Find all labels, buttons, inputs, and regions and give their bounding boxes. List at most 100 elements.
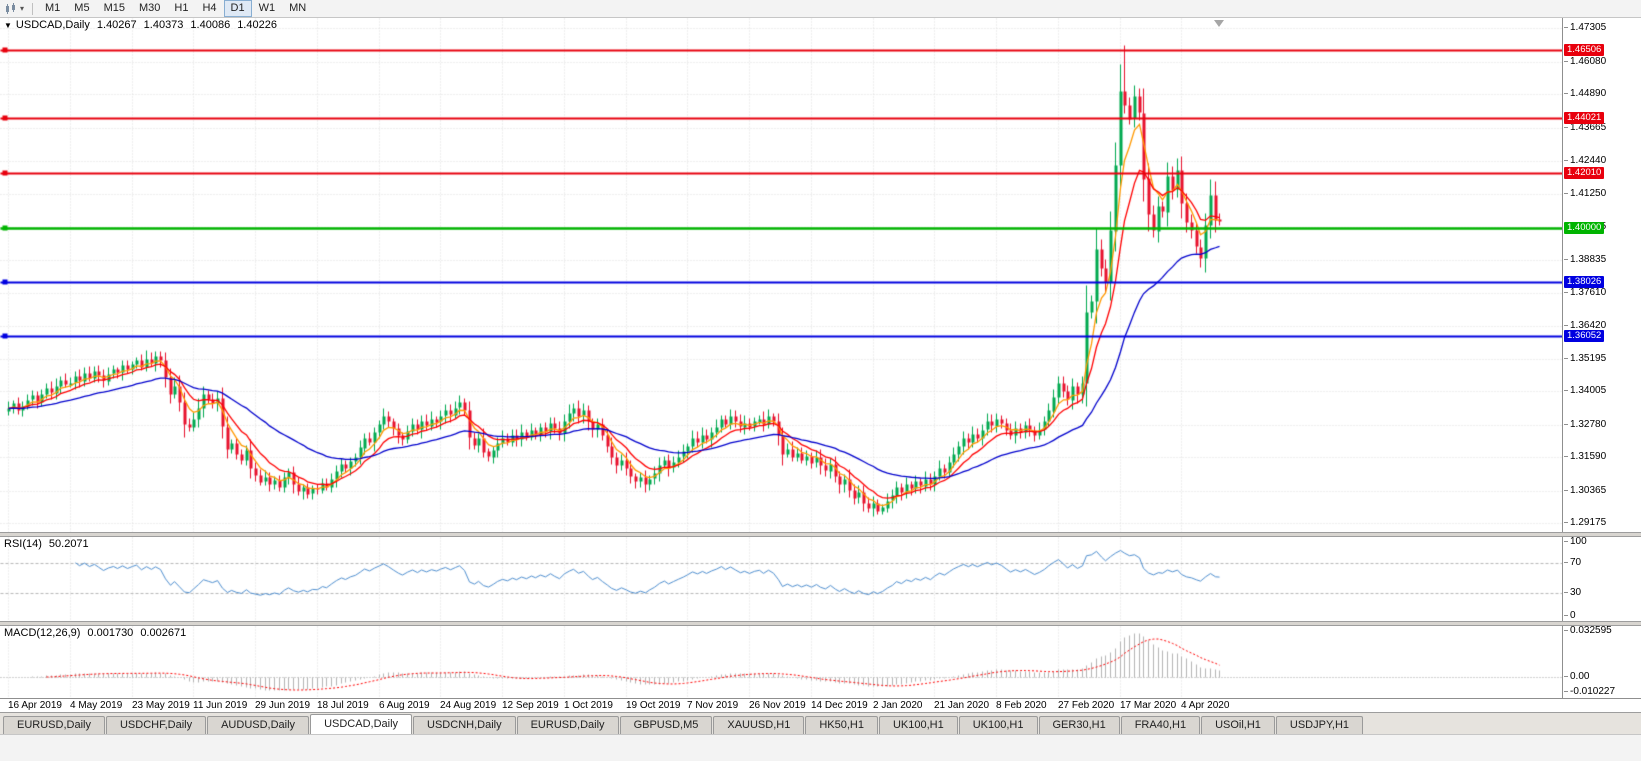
macd-canvas[interactable] bbox=[0, 626, 1562, 698]
price-tick-label: 1.29175 bbox=[1563, 518, 1606, 528]
time-axis-label: 16 Apr 2019 bbox=[8, 700, 62, 711]
chart-tab[interactable]: FRA40,H1 bbox=[1120, 716, 1201, 734]
rsi-pane: RSI(14) 50.2071 100 70 30 0 bbox=[0, 537, 1641, 621]
rsi-value: 50.2071 bbox=[48, 538, 89, 550]
macd-pane: MACD(12,26,9) 0.001730 0.002671 0.032595 0.… bbox=[0, 626, 1641, 698]
pane-splitter[interactable] bbox=[0, 621, 1641, 626]
toolbar-separator bbox=[32, 2, 34, 15]
chart-tab[interactable]: GBPUSD,M5 bbox=[619, 716, 713, 734]
dropdown-caret-icon[interactable]: ▾ bbox=[20, 4, 25, 13]
time-axis-label: 11 Jun 2019 bbox=[193, 700, 248, 711]
price-tick-label: 1.47305 bbox=[1563, 23, 1606, 33]
price-line-badge: 1.42010 bbox=[1564, 166, 1605, 179]
price-tick-label: 1.32780 bbox=[1563, 419, 1606, 430]
price-line-badge: 1.46506 bbox=[1564, 44, 1605, 57]
price-chart-canvas[interactable] bbox=[0, 18, 1562, 532]
chart-tab[interactable]: UK100,H1 bbox=[878, 716, 958, 734]
time-axis-label: 23 May 2019 bbox=[132, 700, 190, 711]
timeframe-button-H4[interactable]: H4 bbox=[202, 2, 217, 14]
price-tick-label: 1.37610 bbox=[1563, 288, 1606, 298]
macd-name: MACD(12,26,9) bbox=[4, 627, 81, 639]
rsi-axis[interactable]: 100 70 30 0 bbox=[1562, 537, 1641, 621]
rsi-level-label: 30 bbox=[1563, 588, 1581, 598]
chart-tab[interactable]: HK50,H1 bbox=[805, 716, 878, 734]
time-axis-label: 4 May 2019 bbox=[70, 700, 123, 711]
time-axis-label: 17 Mar 2020 bbox=[1120, 700, 1177, 711]
symbol-period-label: USDCAD,Daily bbox=[15, 19, 90, 31]
timeframe-buttons: M1 M5 M15 M30 H1 H4 D1 W1 MN bbox=[38, 0, 313, 17]
time-axis-label: 18 Jul 2019 bbox=[317, 700, 369, 711]
collapse-arrow-icon[interactable]: ▼ bbox=[4, 20, 12, 30]
chart-type-icon[interactable] bbox=[5, 3, 18, 14]
time-axis[interactable]: 16 Apr 2019 4 May 2019 23 May 2019 11 Jun 2… bbox=[0, 698, 1641, 712]
chart-tab[interactable]: USDCAD,Daily bbox=[310, 714, 413, 734]
chart-tab[interactable]: USDCNH,Daily bbox=[413, 716, 516, 734]
price-tick-label: 1.30365 bbox=[1563, 485, 1606, 496]
price-line-badge: 1.44021 bbox=[1564, 111, 1605, 124]
time-axis-label: 24 Aug 2019 bbox=[440, 700, 497, 711]
chart-tab[interactable]: XAUUSD,H1 bbox=[713, 716, 805, 734]
open-value: 1.40267 bbox=[96, 19, 137, 31]
rsi-canvas[interactable] bbox=[0, 537, 1562, 621]
chart-tab[interactable]: GER30,H1 bbox=[1038, 716, 1120, 734]
price-tick-label: 1.41250 bbox=[1563, 188, 1606, 199]
chart-tab[interactable]: EURUSD,Daily bbox=[516, 716, 619, 734]
timeframe-button-M1[interactable]: M1 bbox=[45, 2, 61, 14]
price-line-badge: 1.36052 bbox=[1564, 329, 1605, 342]
time-axis-label: 7 Nov 2019 bbox=[687, 700, 739, 711]
macd-label: MACD(12,26,9) 0.001730 0.002671 bbox=[4, 627, 186, 639]
chart-tab[interactable]: USOil,H1 bbox=[1201, 716, 1275, 734]
chart-tab[interactable]: EURUSD,Daily bbox=[3, 716, 105, 734]
macd-axis[interactable]: 0.032595 0.00 -0.010227 bbox=[1562, 626, 1641, 698]
time-axis-label: 2 Jan 2020 bbox=[873, 700, 923, 711]
price-tick-label: 1.31590 bbox=[1563, 452, 1606, 462]
chart-shift-marker-icon[interactable] bbox=[1214, 20, 1224, 27]
time-axis-label: 19 Oct 2019 bbox=[626, 700, 681, 711]
timeframe-button-M15[interactable]: M15 bbox=[103, 2, 125, 14]
time-axis-label: 6 Aug 2019 bbox=[379, 700, 430, 711]
time-axis-label: 1 Oct 2019 bbox=[564, 700, 613, 711]
time-axis-label: 12 Sep 2019 bbox=[502, 700, 559, 711]
time-axis-label: 26 Nov 2019 bbox=[749, 700, 806, 711]
timeframe-button-H1[interactable]: H1 bbox=[174, 2, 189, 14]
rsi-name: RSI(14) bbox=[4, 538, 42, 550]
timeframe-toolbar: ▾ M1 M5 M15 M30 H1 H4 D1 W1 MN bbox=[0, 0, 1641, 18]
chart-tab[interactable]: USDJPY,H1 bbox=[1275, 716, 1364, 734]
time-axis-label: 21 Jan 2020 bbox=[934, 700, 990, 711]
price-axis[interactable]: 1.47305 1.46080 1.44890 1.43665 1.42440 1.412… bbox=[1562, 18, 1641, 532]
chart-tab[interactable]: UK100,H1 bbox=[958, 716, 1038, 734]
low-value: 1.40086 bbox=[190, 19, 231, 31]
price-tick-label: 1.35195 bbox=[1563, 353, 1606, 364]
macd-level-label: 0.00 bbox=[1563, 672, 1589, 682]
chart-tab[interactable]: USDCHF,Daily bbox=[105, 716, 207, 734]
chart-tab[interactable]: AUDUSD,Daily bbox=[207, 716, 310, 734]
price-tick-label: 1.46080 bbox=[1563, 56, 1606, 67]
macd-level-label: 0.032595 bbox=[1563, 626, 1612, 636]
chart-tabs-bar: EURUSD,Daily USDCHF,Daily AUDUSD,Daily USDC… bbox=[0, 712, 1641, 734]
price-tick-label: 1.43665 bbox=[1563, 122, 1606, 133]
timeframe-button-D1[interactable]: D1 bbox=[223, 0, 252, 17]
chart-ohlc-header: ▼ USDCAD,Daily 1.40267 1.40373 1.40086 1.4022… bbox=[4, 19, 277, 31]
high-value: 1.40373 bbox=[143, 19, 184, 31]
price-tick-label: 1.42440 bbox=[1563, 156, 1606, 166]
time-axis-label: 29 Jun 2019 bbox=[255, 700, 311, 711]
time-axis-label: 4 Apr 2020 bbox=[1181, 700, 1230, 711]
macd-level-label: -0.010227 bbox=[1563, 687, 1615, 697]
price-pane: ▼ USDCAD,Daily 1.40267 1.40373 1.40086 1.4022… bbox=[0, 18, 1641, 532]
chart-region: ▼ USDCAD,Daily 1.40267 1.40373 1.40086 1.4022… bbox=[0, 18, 1641, 712]
price-line-badge: 1.40000 bbox=[1564, 221, 1605, 234]
pane-splitter[interactable] bbox=[0, 532, 1641, 537]
timeframe-button-W1[interactable]: W1 bbox=[258, 2, 276, 14]
timeframe-button-M30[interactable]: M30 bbox=[138, 2, 161, 14]
price-tick-label: 1.34005 bbox=[1563, 386, 1606, 396]
rsi-level-label: 0 bbox=[1563, 611, 1576, 621]
timeframe-button-M5[interactable]: M5 bbox=[74, 2, 90, 14]
status-bar bbox=[0, 734, 1641, 761]
macd-signal-value: 0.002671 bbox=[140, 627, 187, 639]
price-tick-label: 1.36420 bbox=[1563, 320, 1606, 331]
macd-main-value: 0.001730 bbox=[87, 627, 134, 639]
close-value: 1.40226 bbox=[237, 19, 277, 31]
timeframe-button-MN[interactable]: MN bbox=[289, 2, 307, 14]
price-tick-label: 1.44890 bbox=[1563, 89, 1606, 99]
